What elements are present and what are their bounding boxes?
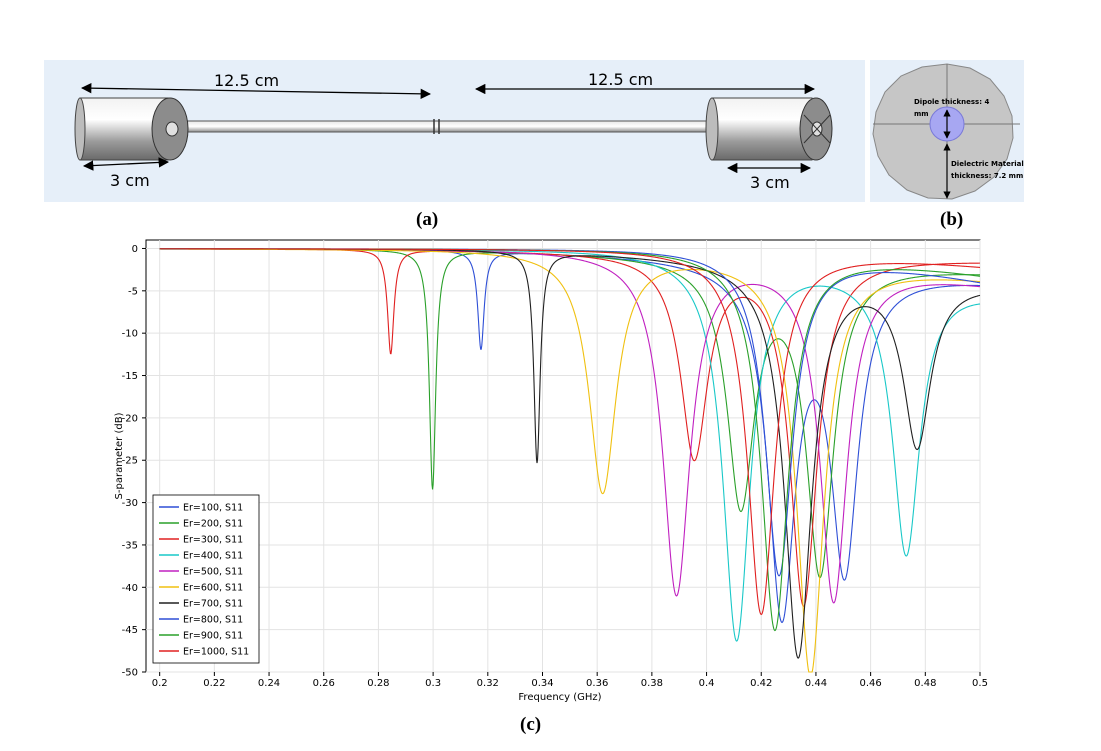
x-tick-label: 0.34 [531, 678, 553, 689]
panel-label-c: (c) [520, 714, 542, 735]
y-tick-label: -5 [128, 286, 138, 297]
dielectric-thickness-label: thickness: 7.2 mm [951, 172, 1023, 180]
cross-section-panel: Dipole thickness: 4 mm Dielectric Materi… [870, 60, 1024, 202]
dielectric-label: Dielectric Material [951, 160, 1024, 168]
x-tick-label: 0.2 [152, 678, 168, 689]
left-length-label: 12.5 cm [214, 71, 279, 90]
dipole-antenna-drawing: 12.5 cm 12.5 cm 3 cm 3 cm [74, 70, 833, 192]
legend-entry: Er=300, S11 [183, 535, 243, 546]
x-tick-label: 0.48 [914, 678, 936, 689]
x-tick-label: 0.42 [750, 678, 772, 689]
series-line-10 [159, 248, 981, 616]
right-length-label: 12.5 cm [588, 70, 653, 89]
legend-entry: Er=800, S11 [183, 615, 243, 626]
legend-entry: Er=1000, S11 [183, 647, 249, 658]
dipole-antenna-panel: 12.5 cm 12.5 cm 3 cm 3 cm [44, 60, 865, 202]
plot-area [145, 239, 981, 673]
y-tick-label: -10 [122, 329, 138, 340]
x-tick-label: 0.28 [367, 678, 389, 689]
legend-entry: Er=100, S11 [183, 503, 243, 514]
s-parameter-plot: 0.2 0.22 0.24 0.26 0.28 0.3 0.32 0.34 0.36 0.38 0.… [114, 239, 988, 703]
x-tick-label: 0.32 [477, 678, 499, 689]
x-tick-label: 0.4 [699, 678, 715, 689]
y-tick-label: -50 [122, 668, 138, 679]
x-tick-label: 0.44 [805, 678, 827, 689]
dipole-thickness-label: Dipole thickness: 4 [914, 98, 989, 106]
panel-label-b: (b) [940, 209, 964, 230]
y-tick-label: 0 [132, 244, 138, 255]
x-tick-label: 0.5 [972, 678, 988, 689]
x-tick-label: 0.22 [203, 678, 225, 689]
x-tick-label: 0.24 [258, 678, 280, 689]
y-tick-label: -25 [122, 456, 138, 467]
x-tick-label: 0.46 [859, 678, 881, 689]
legend: Er=100, S11 Er=200, S11 Er=300, S11 Er=400,… [152, 494, 260, 664]
x-tick-label: 0.36 [586, 678, 608, 689]
y-tick-label: -45 [122, 625, 138, 636]
x-axis-label: Frequency (GHz) [518, 692, 601, 702]
dipole-thickness-unit: mm [914, 110, 929, 118]
x-tick-label: 0.26 [313, 678, 335, 689]
y-tick-label: -15 [122, 371, 138, 382]
y-tick-label: -40 [122, 583, 138, 594]
legend-entry: Er=600, S11 [183, 583, 243, 594]
s-parameter-chart: 0.2 0.22 0.24 0.26 0.28 0.3 0.32 0.34 0.36 0.38 0.… [100, 232, 990, 703]
cross-section-drawing: Dipole thickness: 4 mm Dielectric Materi… [872, 63, 1024, 200]
y-tick-label: -30 [122, 498, 138, 509]
legend-entry: Er=700, S11 [183, 599, 243, 610]
legend-entry: Er=900, S11 [183, 631, 243, 642]
legend-entry: Er=200, S11 [183, 519, 243, 530]
y-tick-label: -35 [122, 540, 138, 551]
panel-label-a: (a) [416, 209, 439, 230]
y-axis-label: S-parameter (dB) [114, 412, 125, 499]
y-tick-label: -20 [122, 413, 138, 424]
legend-entry: Er=400, S11 [183, 551, 243, 562]
left-width-label: 3 cm [110, 171, 150, 190]
x-tick-label: 0.3 [425, 678, 441, 689]
right-width-label: 3 cm [750, 173, 790, 192]
right-cylinder [705, 97, 833, 161]
x-tick-label: 0.38 [641, 678, 663, 689]
legend-entry: Er=500, S11 [183, 567, 243, 578]
left-cylinder [74, 97, 189, 161]
